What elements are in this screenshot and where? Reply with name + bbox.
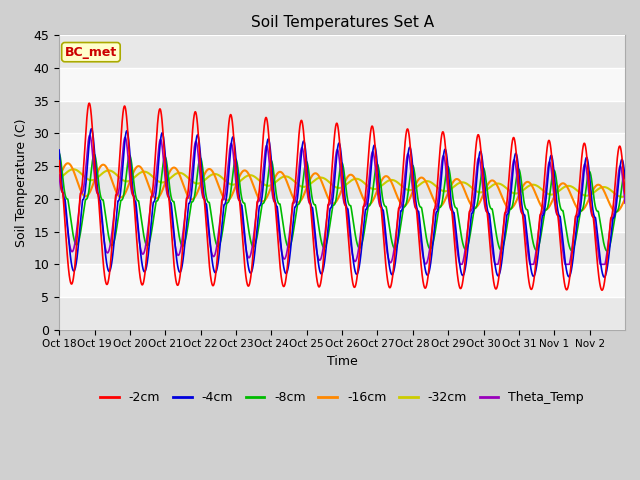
Bar [59, 68, 625, 101]
Legend: -2cm, -4cm, -8cm, -16cm, -32cm, Theta_Temp: -2cm, -4cm, -8cm, -16cm, -32cm, Theta_Te… [95, 386, 589, 409]
Title: Soil Temperatures Set A: Soil Temperatures Set A [250, 15, 434, 30]
Bar [59, 133, 625, 166]
Bar [59, 264, 625, 297]
Bar [59, 101, 625, 133]
Bar [59, 166, 625, 199]
Bar [59, 36, 625, 68]
X-axis label: Time: Time [326, 355, 358, 368]
Text: BC_met: BC_met [65, 46, 117, 59]
Bar [59, 199, 625, 231]
Bar [59, 231, 625, 264]
Y-axis label: Soil Temperature (C): Soil Temperature (C) [15, 118, 28, 247]
Bar [59, 297, 625, 330]
